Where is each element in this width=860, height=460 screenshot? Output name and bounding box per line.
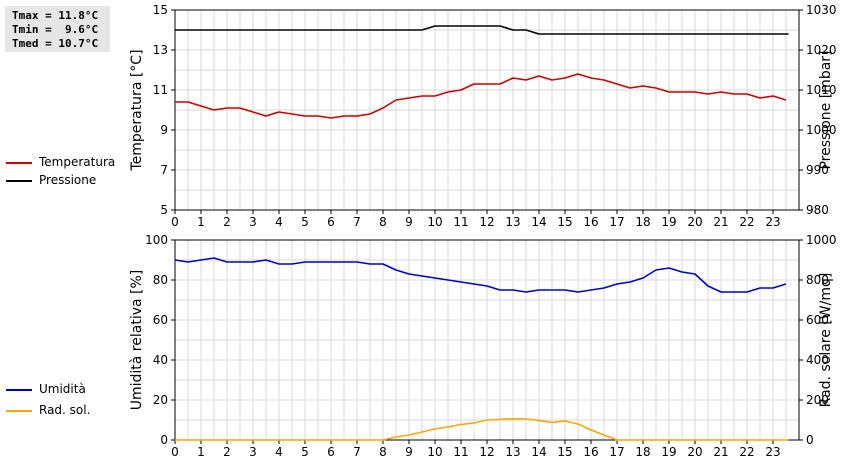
top-x-tick-label: 19	[661, 215, 676, 229]
bottom-x-tick-label: 11	[453, 445, 468, 459]
bottom-x-tick-label: 20	[687, 445, 702, 459]
stat-tmax: Tmax = 11.8°C	[12, 9, 99, 22]
top-x-tick-label: 22	[739, 215, 754, 229]
top-x-tick-label: 16	[583, 215, 598, 229]
top-x-tick-label: 15	[557, 215, 572, 229]
bottom-x-tick-label: 19	[661, 445, 676, 459]
top-x-tick-label: 0	[171, 215, 179, 229]
bottom-x-tick-label: 0	[171, 445, 179, 459]
legend-swatch-radsol	[6, 410, 32, 412]
top-x-tick-label: 11	[453, 215, 468, 229]
top-y2-axis-title: Pressione [mbar]	[818, 50, 834, 169]
legend-swatch-umidita	[6, 389, 32, 391]
legend-label-umidita: Umidità	[39, 382, 86, 396]
bottom-x-tick-label: 4	[275, 445, 283, 459]
bottom-x-tick-label: 3	[249, 445, 257, 459]
bottom-x-tick-label: 22	[739, 445, 754, 459]
bottom-y-tick-label: 80	[153, 273, 168, 287]
bottom-x-tick-label: 9	[405, 445, 413, 459]
bottom-y-tick-label: 60	[153, 313, 168, 327]
bottom-y2-tick-label: 800	[806, 273, 829, 287]
bottom-y2-tick-label: 600	[806, 313, 829, 327]
bottom-x-tick-label: 5	[301, 445, 309, 459]
bottom-x-tick-label: 10	[427, 445, 442, 459]
bottom-y2-tick-label: 200	[806, 393, 829, 407]
bottom-x-tick-label: 7	[353, 445, 361, 459]
bottom-y2-tick-label: 1000	[806, 233, 837, 247]
top-y2-tick-label: 1000	[806, 123, 837, 137]
legend-swatch-pressione	[6, 180, 32, 182]
top-y-tick-label: 9	[160, 123, 168, 137]
legend-label-pressione: Pressione	[39, 173, 97, 187]
bottom-series-rad-sol-line	[175, 417, 789, 441]
top-series-temperatura-line	[175, 73, 787, 119]
stat-tmin: Tmin = 9.6°C	[12, 23, 99, 36]
top-x-tick-label: 18	[635, 215, 650, 229]
top-y-tick-label: 13	[153, 43, 168, 57]
top-x-tick-label: 2	[223, 215, 231, 229]
bottom-x-tick-label: 1	[197, 445, 205, 459]
stat-tmed: Tmed = 10.7°C	[12, 37, 99, 50]
top-y-tick-label: 11	[153, 83, 168, 97]
bottom-x-tick-label: 18	[635, 445, 650, 459]
bottom-x-tick-label: 16	[583, 445, 598, 459]
bottom-x-tick-label: 12	[479, 445, 494, 459]
top-series-pressione-line	[175, 25, 789, 35]
top-y2-tick-label: 1030	[806, 3, 837, 17]
top-x-tick-label: 3	[249, 215, 257, 229]
bottom-x-tick-label: 17	[609, 445, 624, 459]
top-x-tick-label: 14	[531, 215, 546, 229]
stats-box: Tmax = 11.8°C Tmin = 9.6°C Tmed = 10.7°C	[5, 6, 110, 52]
top-y2-tick-label: 1010	[806, 83, 837, 97]
bottom-x-tick-label: 13	[505, 445, 520, 459]
top-y-axis-title: Temperatura [°C]	[129, 49, 145, 171]
bottom-y2-tick-label: 400	[806, 353, 829, 367]
top-x-tick-label: 12	[479, 215, 494, 229]
top-x-tick-label: 7	[353, 215, 361, 229]
bottom-y-tick-label: 0	[160, 433, 168, 447]
bottom-x-tick-label: 21	[713, 445, 728, 459]
top-y2-tick-label: 1020	[806, 43, 837, 57]
top-x-tick-label: 10	[427, 215, 442, 229]
bottom-x-tick-label: 15	[557, 445, 572, 459]
bottom-y-tick-label: 20	[153, 393, 168, 407]
top-y2-tick-label: 990	[806, 163, 829, 177]
top-x-tick-label: 17	[609, 215, 624, 229]
bottom-y2-axis-title: Rad. solare [W/mq]	[818, 273, 834, 408]
bottom-y-axis-title: Umidità relativa [%]	[129, 270, 145, 411]
top-x-tick-label: 23	[765, 215, 780, 229]
top-y-tick-label: 5	[160, 203, 168, 217]
bottom-x-tick-label: 2	[223, 445, 231, 459]
top-y-tick-label: 7	[160, 163, 168, 177]
top-x-tick-label: 20	[687, 215, 702, 229]
bottom-x-tick-label: 6	[327, 445, 335, 459]
legend-label-radsol: Rad. sol.	[39, 403, 91, 417]
bottom-y2-tick-label: 0	[806, 433, 814, 447]
top-x-tick-label: 21	[713, 215, 728, 229]
bottom-x-tick-label: 8	[379, 445, 387, 459]
top-y-tick-label: 15	[153, 3, 168, 17]
bottom-y-tick-label: 100	[145, 233, 168, 247]
top-x-tick-label: 9	[405, 215, 413, 229]
legend-label-temperatura: Temperatura	[39, 155, 116, 169]
bottom-series-umidit-line	[174, 257, 787, 293]
top-x-tick-label: 4	[275, 215, 283, 229]
top-x-tick-label: 1	[197, 215, 205, 229]
top-x-tick-label: 5	[301, 215, 309, 229]
bottom-y-tick-label: 40	[153, 353, 168, 367]
legend-swatch-temperatura	[6, 162, 32, 164]
bottom-x-tick-label: 23	[765, 445, 780, 459]
top-y2-tick-label: 980	[806, 203, 829, 217]
bottom-x-tick-label: 14	[531, 445, 546, 459]
top-x-tick-label: 8	[379, 215, 387, 229]
top-x-tick-label: 13	[505, 215, 520, 229]
top-x-tick-label: 6	[327, 215, 335, 229]
